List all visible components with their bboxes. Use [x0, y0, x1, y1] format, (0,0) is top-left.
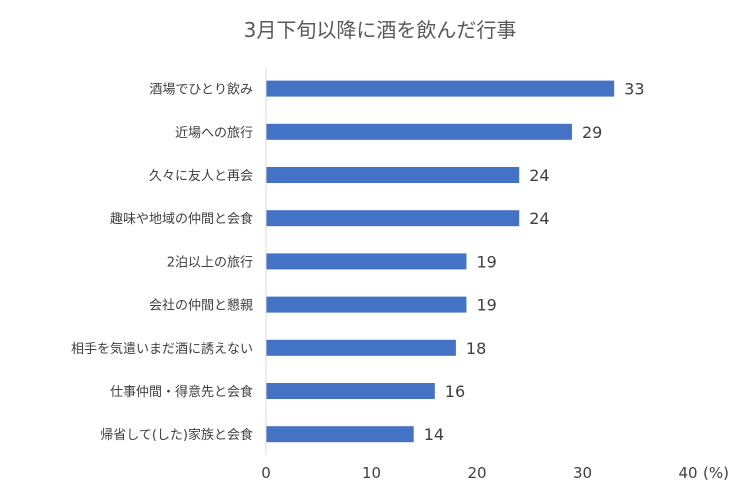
bar-value-label: 18: [466, 339, 486, 358]
x-tick-label: 40: [678, 464, 697, 482]
bar-value-label: 29: [582, 123, 602, 142]
category-label: 会社の仲間と懇親: [149, 298, 253, 314]
bar-value-label: 24: [529, 166, 549, 185]
bar-value-label: 33: [624, 80, 644, 99]
category-label: 近場への旅行: [175, 126, 253, 141]
category-label: 酒場でひとり飲み: [149, 82, 253, 98]
category-label: 帰省して(した)家族と会食: [100, 427, 253, 443]
category-label: 仕事仲間・得意先と会食: [110, 384, 253, 400]
bar: [266, 296, 467, 313]
x-tick-label: 30: [573, 464, 592, 482]
category-label: 趣味や地域の仲間と会食: [110, 211, 253, 227]
unit-label: (%): [703, 464, 729, 482]
bar: [266, 167, 520, 183]
bar: [266, 253, 467, 270]
bar-value-label: 19: [476, 252, 496, 271]
bar: [266, 383, 435, 399]
category-label: 久々に友人と再会: [149, 168, 253, 184]
bar-value-label: 16: [445, 382, 465, 401]
bar-value-label: 19: [476, 296, 496, 315]
bar: [266, 339, 456, 356]
bar: [266, 80, 615, 97]
x-tick-label: 20: [467, 464, 486, 482]
x-tick-label: 10: [362, 464, 381, 482]
x-axis-ticks: 0 10 20 30 40: [261, 464, 697, 482]
category-label: 2泊以上の旅行: [167, 255, 253, 270]
chart-title: 3月下旬以降に酒を飲んだ行事: [244, 18, 517, 42]
bar-value-label: 24: [529, 209, 549, 228]
bar: [266, 426, 414, 443]
x-tick-label: 0: [261, 464, 271, 482]
bar-value-label: 14: [424, 425, 444, 444]
bar: [266, 123, 572, 140]
bars-group: 酒場でひとり飲み 33 近場への旅行 29 久々に友人と再会 24 趣味や地域の仲間と会食 2…: [71, 80, 645, 445]
bar: [266, 210, 520, 227]
category-label: 相手を気遣いまだ酒に誘えない: [71, 341, 253, 357]
